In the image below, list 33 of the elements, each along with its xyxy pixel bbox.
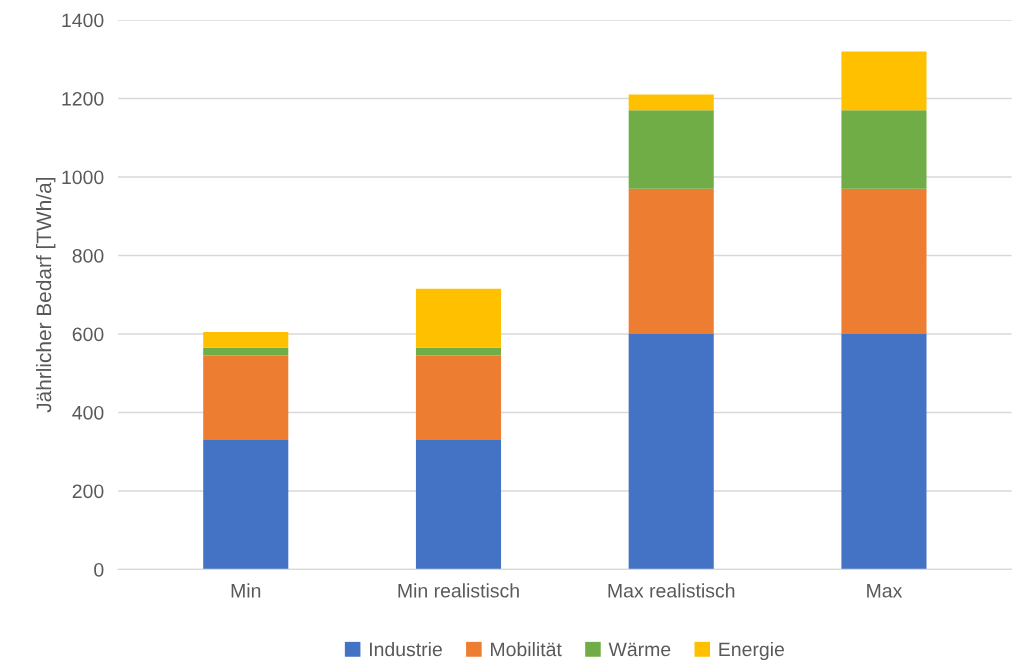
y-tick-label: 200 — [72, 484, 104, 499]
bar — [841, 110, 927, 189]
bar — [628, 333, 714, 570]
y-tick-label: 0 — [94, 562, 104, 577]
y-tick-label: 800 — [72, 248, 104, 263]
y-tick-label: 1200 — [62, 91, 104, 106]
y-tick-label: 1400 — [62, 13, 104, 28]
bar — [415, 439, 502, 570]
bar — [628, 94, 714, 111]
bar — [415, 347, 502, 356]
x-tick-label: Max — [867, 584, 903, 598]
bar — [628, 110, 714, 189]
bar — [203, 347, 289, 356]
x-tick-label: Min — [231, 583, 261, 598]
x-tick-label: Max realistisch — [608, 583, 735, 598]
y-tick-label: 1000 — [62, 170, 104, 185]
bar — [841, 188, 927, 334]
legend-label: Energie — [719, 641, 784, 661]
legend-label: Mobilität — [491, 641, 562, 657]
bar — [628, 188, 714, 334]
bar — [415, 355, 502, 440]
bar — [203, 439, 289, 570]
x-tick-label: Min realistisch — [398, 583, 519, 598]
bar — [415, 288, 502, 348]
legend-label: Industrie — [369, 641, 442, 657]
y-tick-label: 600 — [72, 327, 104, 342]
bar — [841, 333, 927, 570]
y-axis-title: Jährlicher Bedarf [TWh/a] — [35, 178, 56, 413]
bar — [203, 331, 289, 348]
y-tick-label: 400 — [72, 405, 104, 420]
bar — [841, 51, 927, 111]
bar — [203, 355, 289, 440]
legend-label: Wärme — [608, 642, 671, 657]
